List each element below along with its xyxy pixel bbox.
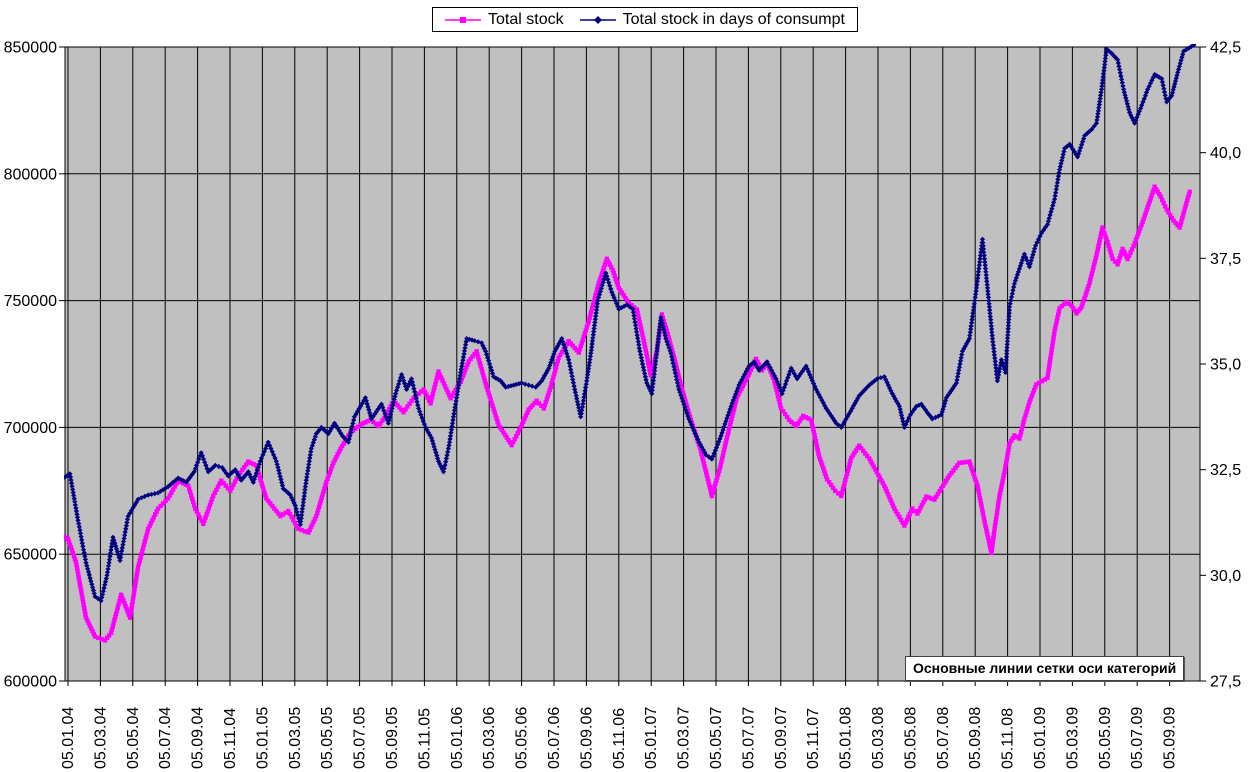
x-axis-label[interactable]: 05.09.05 (384, 707, 401, 769)
series-total-stock-in-days-of-consumpt[interactable] (60, 42, 1197, 604)
legend-item-total-stock-days[interactable]: Total stock in days of consumpt (579, 10, 845, 29)
y-axis-label-left[interactable]: 650000 (4, 547, 57, 564)
x-axis-label[interactable]: 05.01.07 (643, 707, 660, 769)
series-markers (64, 44, 1197, 604)
x-axis-label[interactable]: 05.09.08 (967, 707, 984, 769)
x-axis-label[interactable]: 05.03.07 (676, 707, 693, 769)
x-axis-ticks (67, 681, 1171, 686)
y-axis-label-right[interactable]: 30,0 (1210, 568, 1241, 585)
gridline-tooltip: Основные линии сетки оси категорий (905, 656, 1185, 681)
right-axis-ticks (1200, 46, 1206, 682)
x-axis-label[interactable]: 05.05.09 (1097, 707, 1114, 769)
x-axis-label[interactable]: 05.11.07 (805, 708, 822, 769)
x-axis-label[interactable]: 05.07.09 (1129, 707, 1146, 769)
total-stock-days-line-icon (579, 15, 616, 24)
y-axis-label-right[interactable]: 40,0 (1210, 145, 1241, 162)
y-axis-label-left[interactable]: 700000 (4, 420, 57, 437)
x-axis-label[interactable]: 05.05.07 (708, 707, 725, 769)
x-axis-label[interactable]: 05.05.04 (125, 707, 142, 769)
x-axis-label[interactable]: 05.11.05 (416, 708, 433, 769)
right-axis-labels[interactable]: 42,5 40,0 37,5 35,0 32,5 30,0 27,5 (1210, 40, 1241, 691)
x-axis-label[interactable]: 05.11.04 (222, 708, 239, 769)
x-axis-label[interactable]: 05.01.09 (1032, 707, 1049, 769)
x-axis-label[interactable]: 05.03.09 (1064, 707, 1081, 769)
x-axis-label[interactable]: 05.01.08 (838, 707, 855, 769)
x-axis-label[interactable]: 05.01.05 (254, 707, 271, 769)
x-axis-labels[interactable]: 05.01.04 05.03.04 05.05.04 05.07.04 05.09.04… (60, 707, 1179, 769)
x-axis-label[interactable]: 05.03.04 (92, 707, 109, 769)
y-axis-label-left[interactable]: 600000 (4, 674, 57, 691)
x-axis-label[interactable]: 05.09.06 (578, 707, 595, 769)
plot-area[interactable] (64, 46, 1201, 682)
x-axis-label[interactable]: 05.03.08 (870, 707, 887, 769)
x-axis-label[interactable]: 05.09.07 (773, 707, 790, 769)
x-axis-label[interactable]: 05.11.06 (611, 708, 628, 769)
x-axis-label[interactable]: 05.07.04 (157, 707, 174, 769)
x-axis-label[interactable]: 05.07.06 (546, 707, 563, 769)
y-axis-label-right[interactable]: 42,5 (1210, 40, 1241, 57)
x-axis-label[interactable]: 05.09.04 (190, 707, 207, 769)
x-axis-label[interactable]: 05.03.05 (287, 707, 304, 769)
x-axis-label[interactable]: 05.07.05 (352, 707, 369, 769)
x-axis-label[interactable]: 05.11.08 (1000, 708, 1017, 769)
x-axis-label[interactable]: 05.01.04 (60, 707, 77, 769)
left-axis-labels[interactable]: 850000 800000 750000 700000 650000 600000 (4, 40, 57, 691)
total-stock-line-icon (445, 16, 481, 23)
legend-label: Total stock (488, 10, 564, 28)
legend-item-total-stock[interactable]: Total stock (445, 11, 564, 29)
y-axis-label-right[interactable]: 35,0 (1210, 357, 1241, 374)
y-axis-label-left[interactable]: 850000 (4, 40, 57, 57)
x-axis-label[interactable]: 05.01.06 (449, 707, 466, 769)
x-axis-label[interactable]: 05.05.08 (902, 707, 919, 769)
x-axis-label[interactable]: 05.05.06 (514, 707, 531, 769)
y-axis-label-right[interactable]: 27,5 (1210, 674, 1241, 691)
y-axis-label-right[interactable]: 32,5 (1210, 462, 1241, 479)
x-axis-label[interactable]: 05.03.06 (481, 707, 498, 769)
x-axis-label[interactable]: 05.05.05 (319, 707, 336, 769)
legend[interactable]: Total stock Total stock in days of consu… (432, 7, 858, 32)
legend-label: Total stock in days of consumpt (622, 10, 845, 28)
y-axis-label-left[interactable]: 800000 (4, 166, 57, 183)
x-axis-label[interactable]: 05.09.09 (1162, 707, 1179, 769)
x-axis-label[interactable]: 05.07.08 (935, 707, 952, 769)
x-axis-label[interactable]: 05.07.07 (740, 707, 757, 769)
y-axis-label-right[interactable]: 37,5 (1210, 251, 1241, 268)
y-axis-label-left[interactable]: 750000 (4, 293, 57, 310)
